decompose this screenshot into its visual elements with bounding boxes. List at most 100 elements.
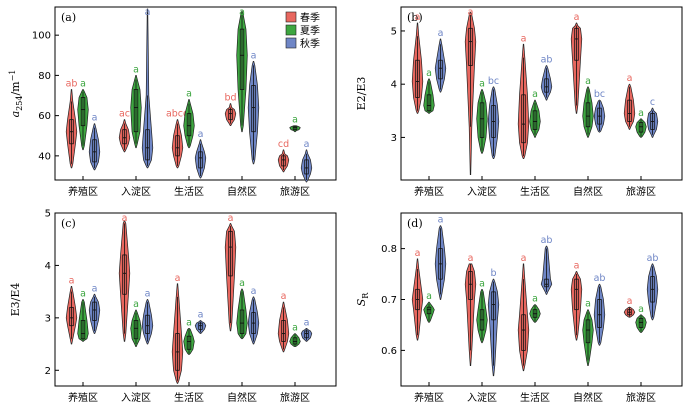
violin-box: [122, 129, 127, 145]
violin-box: [175, 135, 180, 157]
significance-label: a: [585, 76, 591, 87]
violin-box: [69, 306, 74, 327]
violin-box: [133, 320, 139, 340]
x-category-label: 养殖区: [68, 391, 98, 404]
x-category-label: 生活区: [174, 391, 204, 404]
x-category-label: 自然区: [227, 185, 257, 198]
significance-label: a: [468, 7, 474, 18]
significance-label: cd: [278, 139, 289, 150]
significance-label: a: [133, 64, 139, 75]
significance-label: a: [438, 215, 444, 226]
y-tick-label: 5: [391, 26, 397, 37]
violin-box: [304, 330, 309, 339]
legend-label: 夏季: [300, 25, 320, 37]
x-category-label: 旅游区: [280, 391, 310, 404]
violin-box: [438, 59, 443, 80]
significance-label: a: [92, 113, 98, 124]
x-category-label: 自然区: [573, 185, 603, 198]
x-category-label: 入淀区: [467, 185, 497, 198]
significance-label: a: [145, 7, 151, 18]
violin-box: [145, 314, 150, 334]
significance-label: bc: [594, 89, 605, 100]
violin-box: [239, 28, 245, 90]
violin-box: [574, 27, 579, 61]
legend-label: 春季: [300, 12, 320, 24]
violin-box: [468, 27, 473, 66]
significance-label: a: [415, 248, 421, 259]
y-tick-label: 0.7: [381, 295, 397, 306]
x-category-label: 旅游区: [626, 185, 656, 198]
significance-label: a: [198, 129, 204, 140]
plot-frame: [54, 6, 337, 181]
violin-box: [239, 309, 245, 334]
violin-box: [80, 97, 86, 127]
y-tick-label: 0.8: [381, 244, 397, 255]
violin-box: [585, 102, 591, 128]
legend-swatch-春季: [285, 11, 297, 23]
violin-box: [198, 151, 203, 169]
violin-box: [521, 314, 526, 351]
significance-label: a: [69, 275, 75, 286]
panel-tag: (a): [61, 11, 76, 24]
x-category-label: 入淀区: [467, 391, 497, 404]
significance-label: a: [92, 283, 98, 294]
significance-label: a: [304, 139, 310, 150]
significance-label: a: [426, 68, 432, 79]
x-category-label: 自然区: [227, 391, 257, 404]
violin-box: [532, 110, 538, 130]
y-axis-label: E2/E3: [355, 77, 368, 111]
panel-tag: (d): [407, 217, 423, 230]
violin-box: [638, 122, 644, 133]
significance-label: a: [585, 299, 591, 310]
significance-label: a: [133, 299, 139, 310]
significance-label: a: [468, 253, 474, 264]
significance-label: ab: [541, 235, 553, 246]
significance-label: a: [304, 317, 310, 328]
violin-box: [145, 129, 150, 161]
violin-box: [281, 320, 286, 342]
significance-label: ab: [541, 55, 553, 66]
y-tick-label: 2: [45, 366, 51, 377]
significance-label: a: [438, 28, 444, 39]
x-category-label: 入淀区: [121, 185, 151, 198]
significance-label: a: [239, 278, 245, 289]
significance-label: a: [145, 289, 151, 300]
significance-label: a: [574, 261, 580, 272]
significance-label: a: [292, 115, 298, 126]
violin-box: [92, 139, 97, 163]
y-tick-label: 80: [38, 71, 51, 82]
significance-label: a: [186, 89, 192, 100]
y-tick-label: 100: [32, 31, 51, 42]
significance-label: ac: [119, 109, 130, 120]
significance-label: a: [521, 253, 527, 264]
violin-box: [544, 78, 549, 93]
violin-秋季-入淀区: [141, 8, 154, 169]
x-category-label: 养殖区: [414, 391, 444, 404]
significance-label: c: [650, 97, 655, 108]
x-category-label: 生活区: [520, 185, 550, 198]
significance-label: a: [175, 273, 181, 284]
violin-box: [292, 337, 298, 345]
violin-box: [585, 319, 591, 344]
violin-box: [228, 230, 233, 277]
x-category-label: 入淀区: [121, 391, 151, 404]
violin-box: [186, 335, 192, 350]
y-tick-label: 3: [45, 313, 51, 324]
significance-label: ab: [66, 78, 78, 89]
violin-box: [574, 278, 579, 311]
significance-label: a: [281, 291, 287, 302]
significance-label: a: [638, 108, 644, 119]
significance-label: a: [292, 323, 298, 334]
significance-label: a: [627, 296, 633, 307]
y-tick-label: 4: [391, 80, 397, 91]
plot-frame: [54, 212, 337, 387]
significance-label: a: [521, 33, 527, 44]
y-axis-label: a254/m−1: [8, 70, 24, 118]
legend-swatch-秋季: [285, 37, 297, 49]
significance-label: a: [198, 309, 204, 320]
violin-box: [627, 99, 632, 122]
panel-tag: (c): [61, 217, 76, 230]
